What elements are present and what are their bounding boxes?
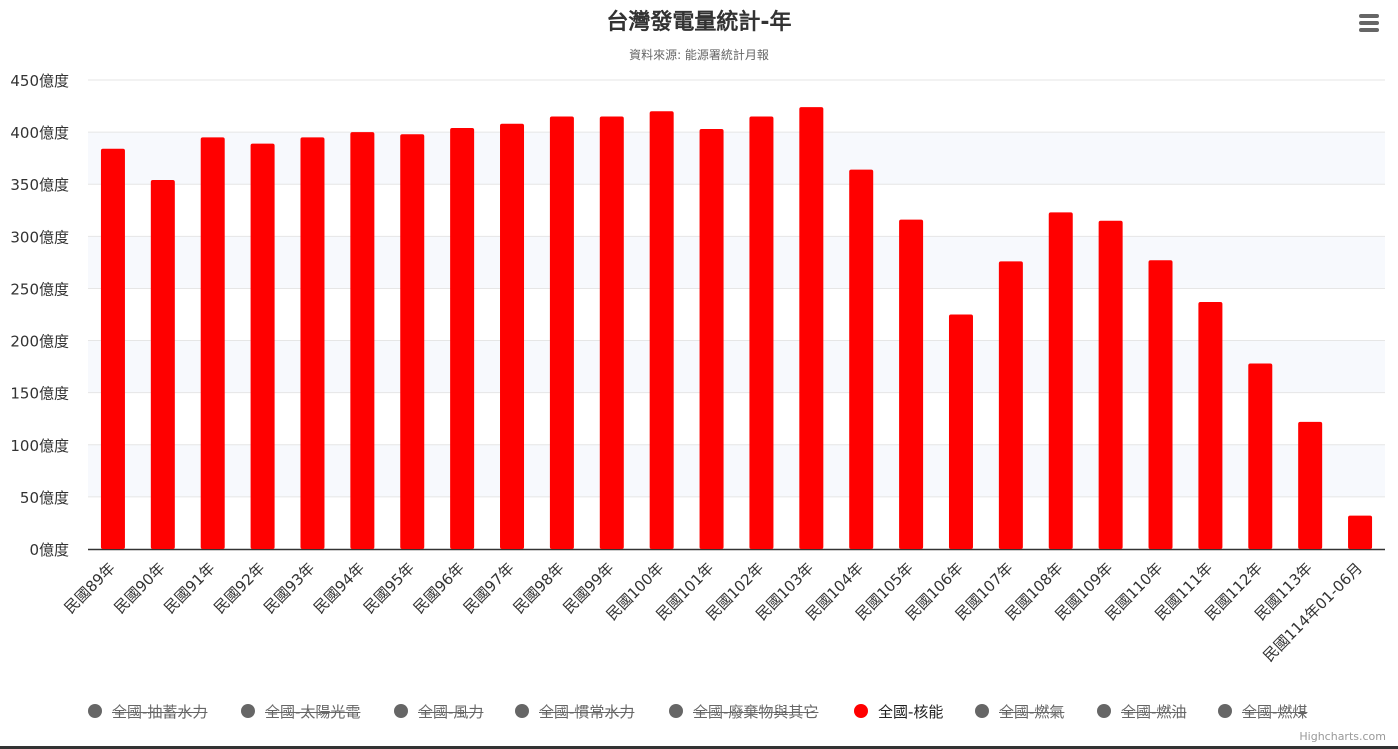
legend-item[interactable]: 全國-燃油 — [1097, 700, 1186, 722]
legend-marker-icon — [1218, 704, 1232, 718]
bar-民國90年[interactable] — [150, 180, 175, 549]
legend-item[interactable]: 全國-太陽光電 — [241, 700, 360, 722]
hamburger-menu-icon-bar — [1359, 28, 1379, 32]
y-tick-label: 250億度 — [10, 280, 69, 298]
bar-民國114年01-06月[interactable] — [1348, 515, 1373, 549]
legend-item[interactable]: 全國-燃煤 — [1218, 700, 1307, 722]
chart-plot: 0億度 50億度 100億度 150億度 200億度 250億度 300億度 350億度 400… — [10, 72, 1385, 665]
bar-民國106年[interactable] — [948, 314, 973, 550]
y-tick-label: 0億度 — [29, 541, 69, 559]
legend-item[interactable]: 全國-燃氣 — [975, 700, 1064, 722]
x-tick-label: 民國93年 — [260, 559, 318, 617]
plot-band — [88, 444, 1385, 497]
bar-民國94年[interactable] — [350, 132, 375, 549]
x-tick-label: 民國94年 — [310, 559, 368, 617]
y-tick-label: 150億度 — [10, 385, 69, 403]
x-tick-label: 民國96年 — [410, 559, 468, 617]
bar-民國89年[interactable] — [100, 148, 125, 549]
legend-item[interactable]: 全國-慣常水力 — [515, 700, 634, 722]
hamburger-menu-icon-bar — [1359, 21, 1379, 25]
bar-民國100年[interactable] — [649, 111, 674, 550]
bottom-divider — [0, 746, 1398, 749]
bar-民國99年[interactable] — [599, 116, 624, 549]
plot-band — [88, 132, 1385, 185]
x-tick-label: 民國97年 — [460, 559, 518, 617]
bar-民國101年[interactable] — [699, 128, 724, 550]
bar-民國92年[interactable] — [250, 143, 275, 549]
legend-marker-icon — [975, 704, 989, 718]
credits-link[interactable]: Highcharts.com — [1299, 730, 1386, 743]
chart-menu-button[interactable] — [1355, 12, 1383, 34]
legend-marker-icon — [1097, 704, 1111, 718]
x-tick-label: 民國92年 — [210, 559, 268, 617]
bar-民國111年[interactable] — [1198, 301, 1223, 549]
hamburger-menu-icon — [1359, 14, 1379, 18]
bar-民國112年[interactable] — [1248, 363, 1273, 549]
y-tick-label: 450億度 — [10, 72, 69, 90]
bar-民國110年[interactable] — [1148, 260, 1173, 549]
chart-legend: 全國-抽蓄水力 全國-太陽光電 全國-風力 全國-慣常水力 全國-廢棄物與其它 全國-核能… — [0, 700, 1398, 724]
x-tick-label: 民國98年 — [510, 559, 568, 617]
legend-marker-icon — [515, 704, 529, 718]
bar-民國108年[interactable] — [1048, 212, 1073, 549]
y-tick-label: 400億度 — [10, 124, 69, 142]
legend-item[interactable]: 全國-風力 — [394, 700, 483, 722]
y-tick-label: 50億度 — [20, 489, 69, 507]
plot-band — [88, 236, 1385, 289]
legend-marker-icon — [241, 704, 255, 718]
bar-民國105年[interactable] — [899, 219, 924, 549]
x-tick-label: 民國91年 — [160, 559, 218, 617]
x-tick-label: 民國89年 — [61, 559, 119, 617]
chart-title: 台灣發電量統計-年 — [606, 10, 792, 35]
plot-band — [88, 340, 1385, 393]
bar-民國91年[interactable] — [200, 137, 225, 550]
legend-label: 全國-太陽光電 — [265, 702, 361, 721]
bar-民國96年[interactable] — [450, 127, 475, 549]
legend-label: 全國-燃氣 — [999, 702, 1065, 721]
legend-label: 全國-燃煤 — [1242, 702, 1308, 721]
legend-label: 全國-廢棄物與其它 — [693, 702, 819, 721]
x-tick-label: 民國90年 — [111, 559, 169, 617]
chart-subtitle: 資料來源: 能源署統計月報 — [629, 48, 769, 62]
bar-民國113年[interactable] — [1298, 421, 1323, 549]
y-tick-label: 300億度 — [10, 228, 69, 246]
bar-民國109年[interactable] — [1098, 220, 1123, 549]
bar-民國104年[interactable] — [849, 169, 874, 549]
legend-label: 全國-慣常水力 — [539, 702, 635, 721]
legend-marker-icon — [394, 704, 408, 718]
bar-民國97年[interactable] — [500, 123, 525, 550]
legend-marker-icon — [854, 704, 868, 718]
legend-marker-icon — [88, 704, 102, 718]
bar-民國107年[interactable] — [998, 261, 1023, 549]
bar-民國98年[interactable] — [549, 116, 574, 549]
y-tick-label: 350億度 — [10, 176, 69, 194]
y-tick-label: 200億度 — [10, 333, 69, 351]
legend-marker-icon — [669, 704, 683, 718]
legend-label: 全國-抽蓄水力 — [112, 702, 208, 721]
bar-民國103年[interactable] — [799, 107, 824, 549]
bar-民國95年[interactable] — [400, 134, 425, 549]
legend-item[interactable]: 全國-核能 — [854, 700, 943, 722]
legend-label: 全國-核能 — [878, 702, 944, 721]
x-tick-label: 民國95年 — [360, 559, 418, 617]
legend-label: 全國-風力 — [418, 702, 484, 721]
legend-item[interactable]: 全國-廢棄物與其它 — [669, 700, 818, 722]
legend-label: 全國-燃油 — [1121, 702, 1187, 721]
legend-item[interactable]: 全國-抽蓄水力 — [88, 700, 207, 722]
bar-民國102年[interactable] — [749, 116, 774, 549]
y-tick-label: 100億度 — [10, 437, 69, 455]
bar-民國93年[interactable] — [300, 137, 325, 550]
